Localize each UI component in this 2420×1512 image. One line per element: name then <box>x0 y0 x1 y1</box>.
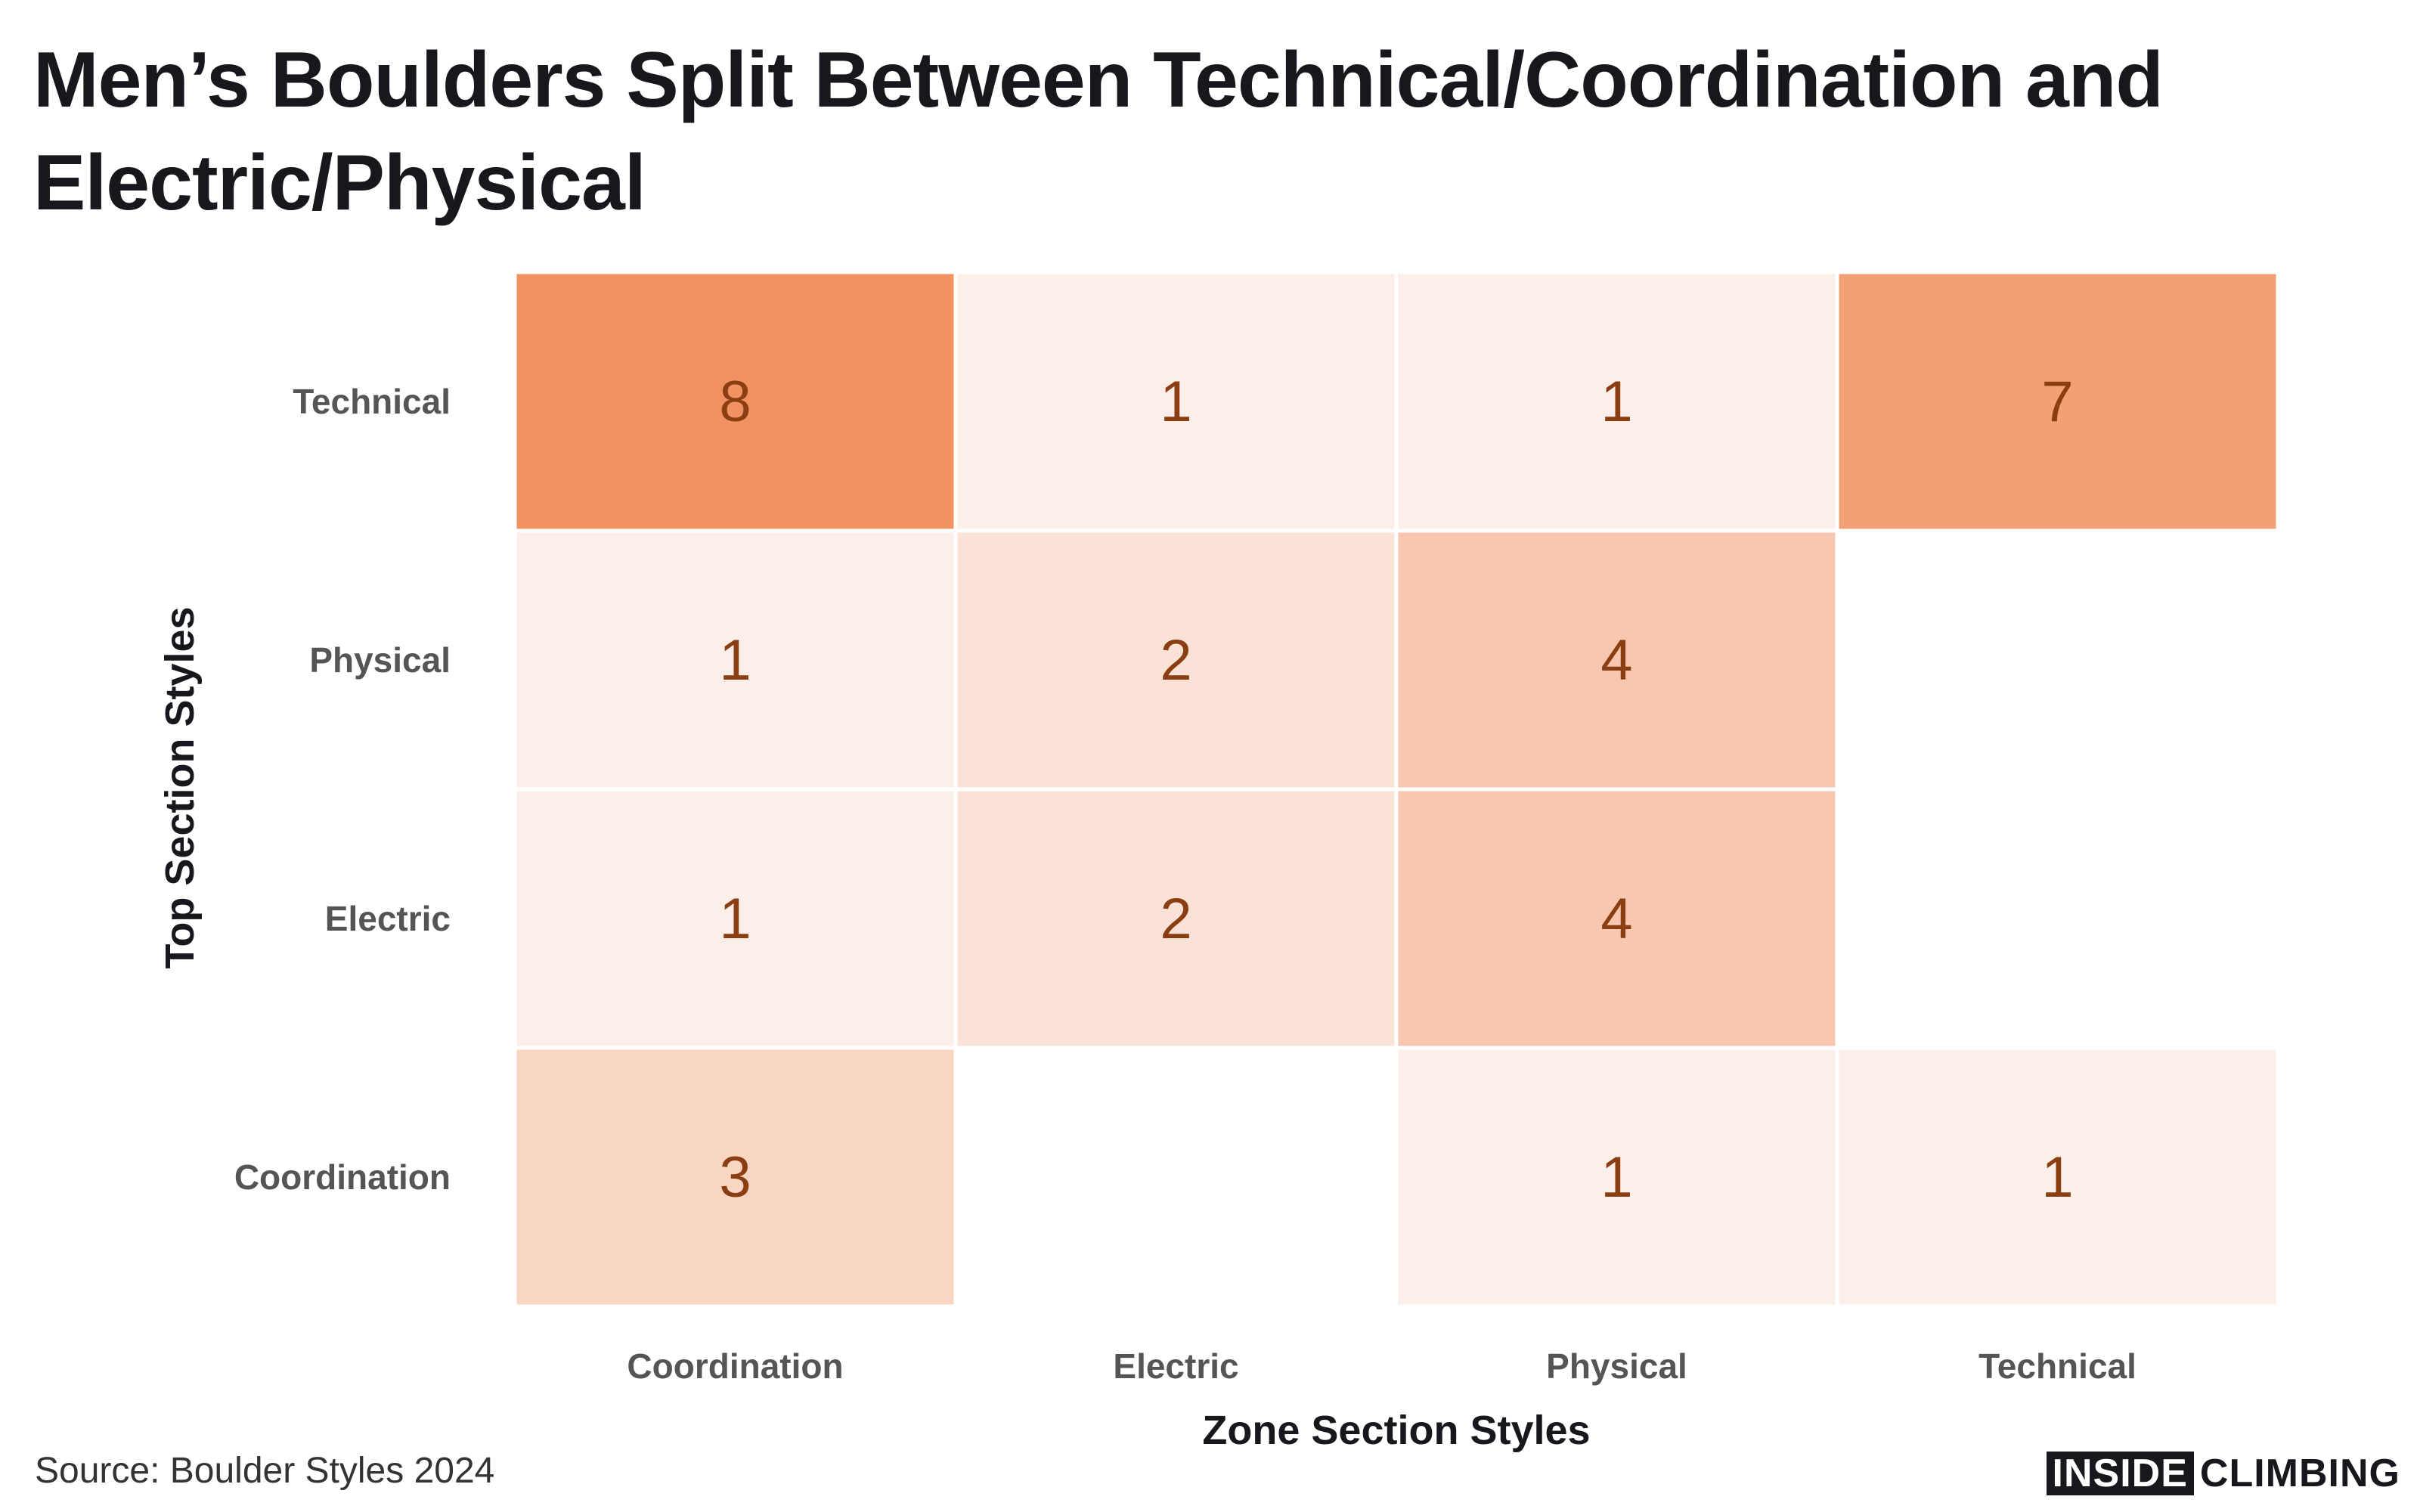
heatmap-cell-physical-physical <box>1398 532 1836 788</box>
heatmap-cell-value: 4 <box>1600 887 1632 951</box>
x-tick-label-coordination: Coordination <box>627 1346 843 1386</box>
heatmap-cell-value: 1 <box>1600 370 1632 434</box>
heatmap-cell-physical-electric <box>957 532 1395 788</box>
y-tick-label-electric: Electric <box>325 899 451 938</box>
y-tick-label-technical: Technical <box>293 382 451 421</box>
x-tick-labels: Coordination Electric Physical Technical <box>627 1346 2136 1386</box>
y-tick-label-coordination: Coordination <box>234 1157 451 1197</box>
heatmap-cell-technical-coordination <box>516 274 954 529</box>
heatmap-cell-coordination-physical <box>1398 1049 1836 1305</box>
heatmap-cell-coordination-coordination <box>516 1049 954 1305</box>
heatmap-cell-technical-electric <box>957 274 1395 529</box>
y-tick-labels: Technical Physical Electric Coordination <box>234 382 451 1197</box>
brand-logo-climbing: CLIMBING <box>2199 1452 2400 1495</box>
brand-logo: INSIDE CLIMBING <box>2046 1452 2400 1495</box>
heatmap-cell-value: 2 <box>1160 628 1191 692</box>
source-note: Source: Boulder Styles 2024 <box>35 1451 495 1491</box>
heatmap-cell-technical-technical <box>1839 274 2276 529</box>
heatmap-cell-value: 3 <box>719 1145 751 1210</box>
heatmap-cells: 8 1 1 7 1 2 4 1 2 4 3 1 1 <box>516 274 2276 1305</box>
chart-title: Men’s Boulders Split Between Technical/C… <box>33 36 2164 227</box>
heatmap-cell-coordination-technical <box>1839 1049 2276 1305</box>
heatmap-cell-physical-coordination <box>516 532 954 788</box>
heatmap-cell-technical-physical <box>1398 274 1836 529</box>
x-tick-label-electric: Electric <box>1113 1346 1238 1386</box>
x-tick-label-technical: Technical <box>1978 1346 2136 1386</box>
heatmap-cell-value: 1 <box>2041 1145 2073 1210</box>
x-axis-label: Zone Section Styles <box>1202 1408 1590 1453</box>
heatmap-cell-value: 1 <box>1160 370 1191 434</box>
heatmap-cell-value: 1 <box>719 887 751 951</box>
brand-logo-inside: INSIDE <box>2046 1452 2194 1495</box>
heatmap-cell-electric-physical <box>1398 791 1836 1046</box>
heatmap-cell-value: 4 <box>1600 628 1632 692</box>
heatmap-cell-electric-coordination <box>516 791 954 1046</box>
y-tick-label-physical: Physical <box>309 640 451 680</box>
heatmap-cell-value: 1 <box>1600 1145 1632 1210</box>
heatmap-cell-value: 2 <box>1160 887 1191 951</box>
heatmap-cell-value: 8 <box>719 370 751 434</box>
heatmap-cell-electric-electric <box>957 791 1395 1046</box>
heatmap-cell-value: 7 <box>2041 370 2073 434</box>
x-tick-label-physical: Physical <box>1546 1346 1687 1386</box>
heatmap-cell-value: 1 <box>719 628 751 692</box>
y-axis-label: Top Section Styles <box>157 606 203 968</box>
